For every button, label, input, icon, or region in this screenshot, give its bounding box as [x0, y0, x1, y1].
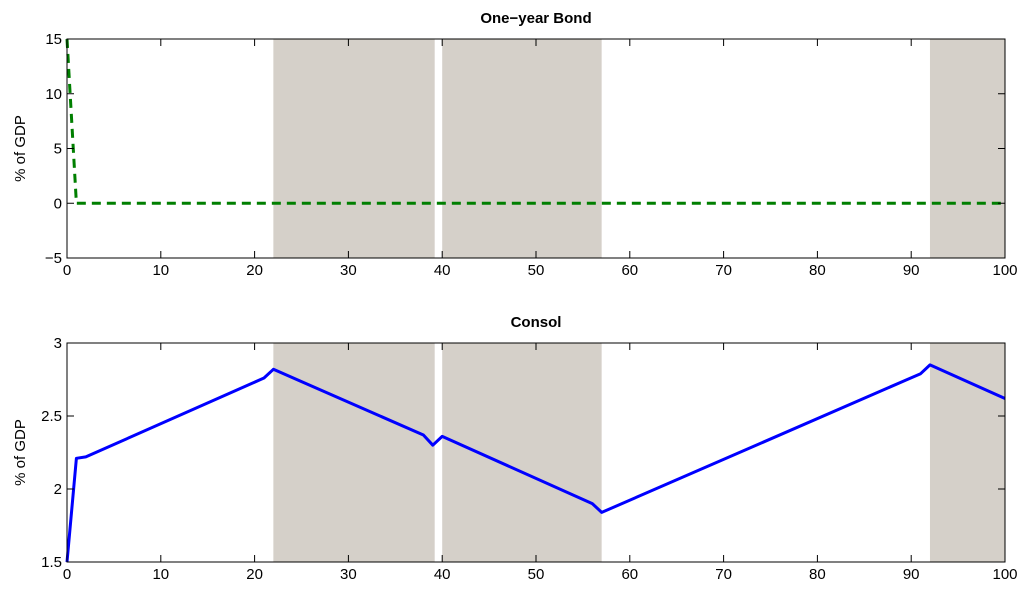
y-tick-label: 1.5	[41, 554, 62, 571]
x-tick-label: 70	[715, 566, 732, 583]
series-line	[65, 363, 1006, 563]
y-tick-label: 10	[45, 86, 62, 103]
x-tick-label: 10	[152, 566, 169, 583]
axis-ticks: 0 10 20 30 40 50 60 70 80 90 100 1.5 2 2.5 3	[41, 335, 1017, 583]
y-tick-label: −5	[45, 250, 62, 267]
y-axis-label: % of GDP	[12, 419, 29, 486]
recession-shading	[273, 39, 1005, 258]
x-tick-label: 0	[63, 262, 71, 279]
series-layer	[65, 363, 1006, 563]
y-axis-label: % of GDP	[12, 115, 29, 182]
x-tick-label: 100	[992, 566, 1017, 583]
x-tick-label: 90	[903, 566, 920, 583]
y-tick-label: 2	[54, 481, 62, 498]
chart-title: Consol	[511, 314, 562, 331]
x-tick-label: 50	[528, 262, 545, 279]
y-tick-label: 2.5	[41, 408, 62, 425]
shaded-region	[442, 39, 602, 258]
shaded-region	[273, 343, 435, 562]
x-tick-label: 70	[715, 262, 732, 279]
recession-shading	[273, 343, 1005, 562]
y-tick-label: 15	[45, 31, 62, 48]
x-tick-label: 90	[903, 262, 920, 279]
series-line	[65, 38, 1005, 205]
x-tick-label: 40	[434, 262, 451, 279]
x-tick-label: 100	[992, 262, 1017, 279]
x-tick-label: 10	[152, 262, 169, 279]
shaded-region	[929, 39, 1005, 258]
x-tick-label: 30	[340, 262, 357, 279]
x-tick-label: 50	[528, 566, 545, 583]
x-tick-label: 80	[809, 262, 826, 279]
x-tick-label: 0	[63, 566, 71, 583]
shaded-region	[273, 39, 435, 258]
x-tick-label: 20	[246, 262, 263, 279]
x-tick-label: 30	[340, 566, 357, 583]
shaded-region	[442, 343, 602, 562]
series-layer	[65, 38, 1005, 205]
y-tick-label: 5	[54, 141, 62, 158]
x-tick-label: 80	[809, 566, 826, 583]
shaded-region	[929, 343, 1005, 562]
x-tick-label: 20	[246, 566, 263, 583]
x-tick-label: 60	[621, 566, 638, 583]
chart-title: One−year Bond	[480, 10, 591, 27]
y-tick-label: 3	[54, 335, 62, 352]
y-tick-label: 0	[54, 195, 62, 212]
panel-consol: 0 10 20 30 40 50 60 70 80 90 100 1.5 2 2.5 3 Consol % …	[12, 314, 1018, 583]
x-tick-label: 40	[434, 566, 451, 583]
x-tick-label: 60	[621, 262, 638, 279]
